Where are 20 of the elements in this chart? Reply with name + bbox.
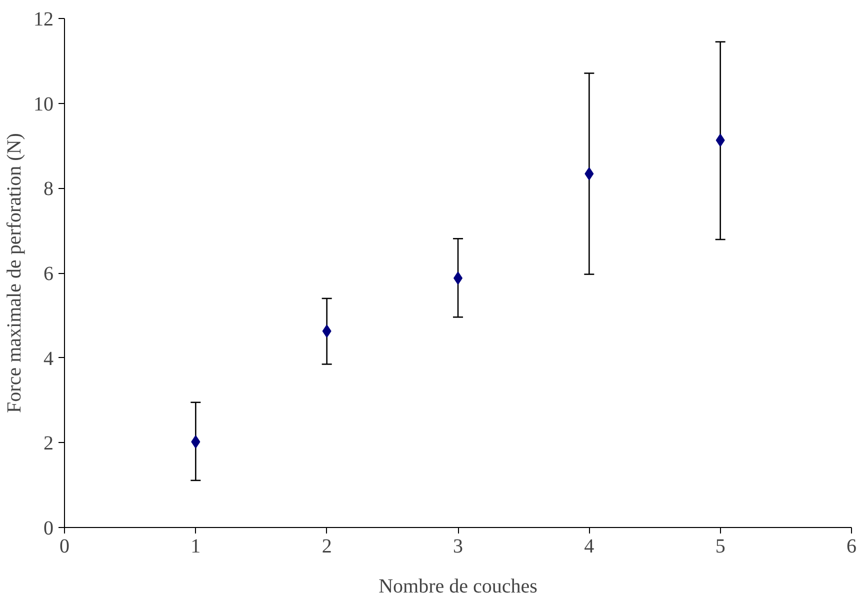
x-tick-label: 5 <box>715 536 726 558</box>
x-tick-label: 0 <box>60 536 70 558</box>
y-tick-label: 6 <box>44 263 54 285</box>
x-tick-label: 6 <box>846 536 856 558</box>
y-tick-label: 12 <box>34 8 54 30</box>
x-tick-label: 1 <box>190 536 201 558</box>
point <box>584 167 594 180</box>
x-tick-label: 2 <box>322 536 332 558</box>
x-axis-title: Nombre de couches <box>378 576 538 598</box>
y-tick-label: 0 <box>44 518 54 540</box>
y-tick-label: 10 <box>34 93 54 116</box>
point <box>322 324 332 338</box>
x-tick-label: 3 <box>453 536 463 558</box>
y-axis-title: Force maximale de perforation (N) <box>4 133 26 413</box>
point <box>191 435 200 448</box>
x-tick-label: 4 <box>584 536 594 558</box>
y-tick-label: 4 <box>44 348 54 370</box>
point <box>716 134 725 147</box>
y-tick-label: 2 <box>44 432 54 455</box>
y-tick-label: 8 <box>44 178 54 200</box>
